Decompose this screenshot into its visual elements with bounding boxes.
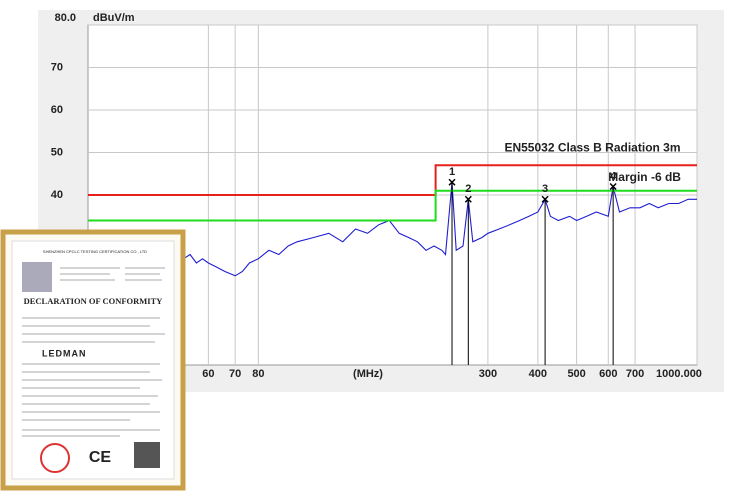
ce-mark: CE xyxy=(89,449,112,466)
x-tick-label: 600 xyxy=(599,368,617,380)
y-tick-label: 60 xyxy=(51,104,63,116)
marker-label: 2 xyxy=(465,183,471,195)
marker-symbol xyxy=(609,182,617,191)
y-tick-label: 80.0 xyxy=(55,12,76,24)
x-tick-label: 60 xyxy=(202,368,214,380)
x-tick-label: 400 xyxy=(529,368,547,380)
x-tick-label: 1000.000 xyxy=(656,368,702,380)
marker-symbol xyxy=(464,195,472,203)
certificate: SHENZHEN CPCLC TESTING CERTIFICATION CO.… xyxy=(0,229,186,491)
x-tick-label: 700 xyxy=(626,368,644,380)
marker-symbol xyxy=(541,195,549,203)
y-axis-label: dBuV/m xyxy=(93,12,135,24)
x-tick-label: 80 xyxy=(252,368,264,380)
certificate-title: DECLARATION OF CONFORMITY xyxy=(24,296,163,306)
x-tick-label: 500 xyxy=(567,368,585,380)
marker-symbol xyxy=(448,178,456,186)
series-line xyxy=(88,189,697,222)
certificate-logo xyxy=(22,262,52,292)
y-tick-label: 40 xyxy=(51,189,63,201)
x-tick-label: 70 xyxy=(229,368,241,380)
x-tick-label: 300 xyxy=(479,368,497,380)
certificate-lines xyxy=(22,267,165,437)
y-tick-label: 70 xyxy=(51,61,63,73)
marker-label: 3 xyxy=(542,183,548,195)
marker-label: 1 xyxy=(449,166,455,178)
marker-label: 4 xyxy=(610,170,617,182)
certificate-brand: LEDMAN xyxy=(42,348,87,358)
qr-code xyxy=(134,442,160,468)
annotation: Margin -6 dB xyxy=(608,170,681,184)
series-line xyxy=(88,164,697,196)
annotation: EN55032 Class B Radiation 3m xyxy=(504,140,680,154)
y-tick-label: 50 xyxy=(51,146,63,158)
x-axis-label: (MHz) xyxy=(353,368,383,380)
series-line xyxy=(87,182,697,277)
seal xyxy=(40,443,70,473)
certificate-company: SHENZHEN CPCLC TESTING CERTIFICATION CO.… xyxy=(43,249,147,254)
